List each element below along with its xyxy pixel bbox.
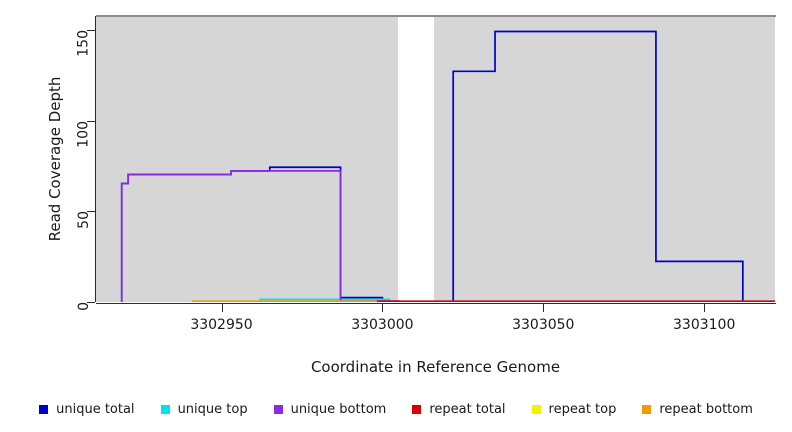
legend-swatch-icon (642, 404, 652, 414)
legend-swatch-icon (273, 404, 283, 414)
legend-item-unique-bottom[interactable]: unique bottom (273, 401, 387, 417)
legend-item-repeat-bottom[interactable]: repeat bottom (642, 402, 753, 417)
legend-swatch-icon (39, 404, 49, 414)
y-axis-title: Read Coverage Depth (46, 76, 64, 242)
x-tick-label: 3303050 (512, 317, 575, 333)
x-tick-label: 3302950 (190, 317, 253, 333)
chart-legend: unique total unique top unique bottom repea… (0, 398, 792, 420)
legend-item-repeat-top[interactable]: repeat top (531, 401, 617, 417)
x-tick-mark (221, 304, 223, 312)
legend-label: unique top (177, 401, 248, 417)
legend-swatch-icon (160, 404, 170, 414)
legend-label: repeat bottom (659, 401, 753, 417)
series-line-unique-total (96, 31, 775, 302)
panel-top-border (96, 15, 776, 17)
x-tick-mark (704, 304, 706, 312)
legend-label: repeat total (429, 401, 506, 417)
y-tick-mark (87, 120, 95, 122)
x-tick-label: 3303000 (351, 317, 414, 333)
x-tick-mark (543, 304, 545, 312)
series-line-unique-top (96, 299, 775, 302)
series-line-repeat-bottom (96, 301, 775, 302)
y-tick-mark (87, 211, 95, 213)
y-axis-line (95, 16, 96, 302)
y-tick-mark (87, 302, 95, 303)
y-tick-label: 50 (76, 211, 92, 230)
x-tick-label: 3303100 (673, 317, 736, 333)
y-tick-label: 100 (76, 120, 92, 148)
series-line-repeat-total (96, 301, 775, 302)
y-tick-label: 0 (76, 302, 92, 311)
plot-panel (96, 16, 775, 302)
y-tick-mark (87, 30, 95, 32)
y-tick-label: 150 (76, 30, 92, 58)
legend-label: unique bottom (290, 401, 387, 417)
legend-swatch-icon (531, 404, 541, 414)
x-axis-title: Coordinate in Reference Genome (310, 358, 561, 376)
legend-label: repeat top (548, 401, 617, 417)
series-layer (96, 17, 775, 302)
x-axis-line (96, 303, 776, 304)
legend-swatch-icon (412, 404, 422, 414)
series-line-unique-bottom (96, 171, 775, 302)
legend-item-repeat-total[interactable]: repeat total (412, 401, 506, 417)
x-tick-mark (382, 304, 384, 312)
legend-item-unique-top[interactable]: unique top (160, 401, 248, 417)
legend-item-unique-total[interactable]: unique total (39, 401, 135, 417)
legend-label: unique total (56, 401, 135, 417)
no-data-gap-region (398, 17, 434, 302)
